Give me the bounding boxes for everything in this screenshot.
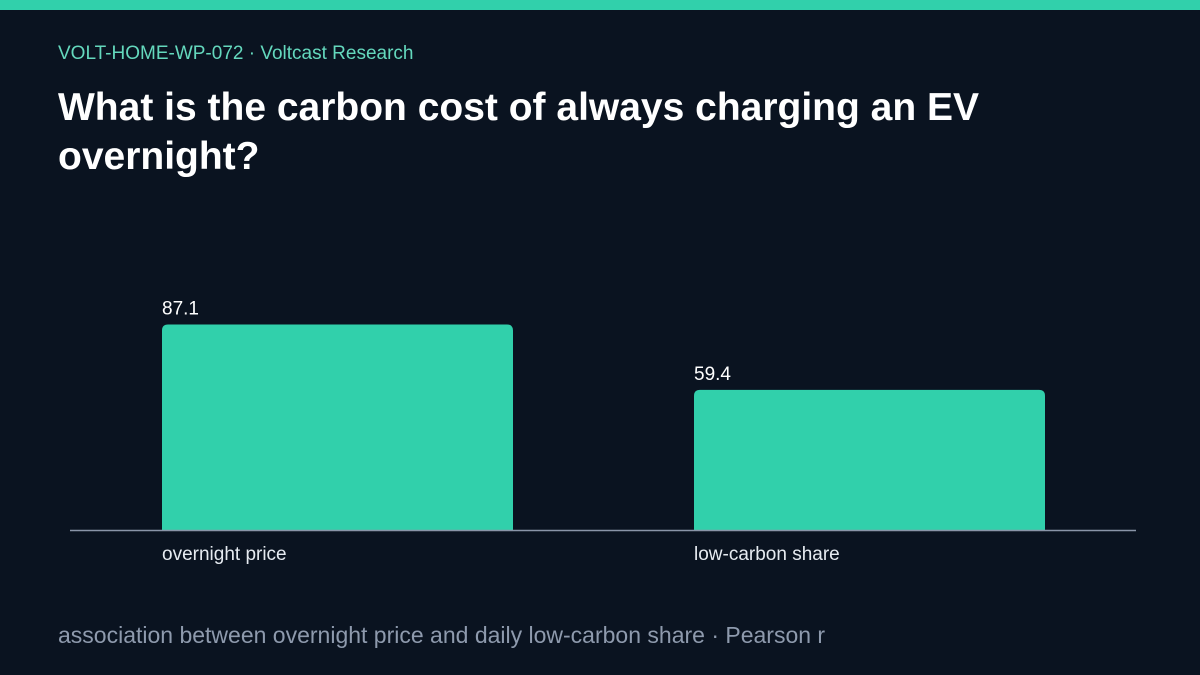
bar-value-label: 59.4 [694, 364, 731, 385]
page-title: What is the carbon cost of always chargi… [58, 86, 980, 178]
category-label: overnight price [162, 544, 287, 565]
bar-value-label: 87.1 [162, 298, 199, 319]
bar [694, 389, 1045, 530]
chart-footnote: association between overnight price and … [58, 622, 826, 648]
report-id-label: VOLT-HOME-WP-072 · Voltcast Research [58, 43, 414, 64]
bar [162, 324, 513, 530]
top-accent-bar [0, 0, 1200, 10]
category-label: low-carbon share [694, 544, 840, 565]
